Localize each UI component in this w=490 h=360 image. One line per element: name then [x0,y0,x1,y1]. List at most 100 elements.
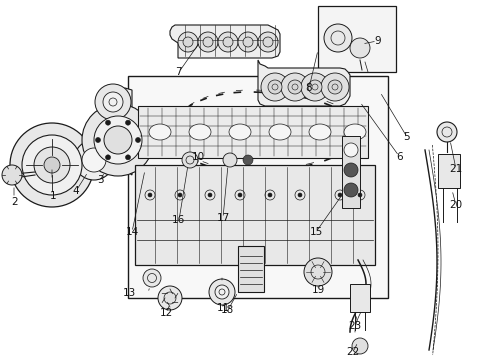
Circle shape [238,32,258,52]
Text: 18: 18 [221,305,235,315]
Ellipse shape [229,124,251,140]
Circle shape [223,37,233,47]
Circle shape [243,37,253,47]
Ellipse shape [344,124,366,140]
Circle shape [324,24,352,52]
Circle shape [94,116,142,164]
Circle shape [308,80,322,94]
Text: 17: 17 [216,213,230,223]
Text: 20: 20 [449,200,462,210]
Ellipse shape [269,124,291,140]
Circle shape [261,73,289,101]
Circle shape [103,92,123,112]
Circle shape [74,140,114,180]
Circle shape [301,73,329,101]
Ellipse shape [309,124,331,140]
Ellipse shape [149,124,171,140]
Text: 7: 7 [175,67,182,77]
Circle shape [104,126,132,154]
Circle shape [268,193,272,197]
Text: 19: 19 [312,285,325,295]
Circle shape [288,80,302,94]
Circle shape [158,286,182,310]
Circle shape [352,338,368,354]
Circle shape [209,279,235,305]
Circle shape [215,285,229,299]
Circle shape [164,292,176,304]
Circle shape [437,122,457,142]
Circle shape [263,37,273,47]
Text: 6: 6 [396,152,403,162]
Circle shape [238,193,242,197]
Circle shape [258,32,278,52]
Circle shape [178,193,182,197]
Circle shape [2,165,22,185]
Text: 21: 21 [449,164,463,174]
Circle shape [105,155,111,160]
Circle shape [82,104,154,176]
Circle shape [95,84,131,120]
Text: 23: 23 [348,321,362,331]
Text: 22: 22 [346,347,360,357]
Circle shape [281,73,309,101]
Polygon shape [170,25,280,58]
Circle shape [125,155,130,160]
Circle shape [350,38,370,58]
Text: 8: 8 [305,83,312,93]
Bar [128,76,388,298]
Circle shape [338,193,342,197]
Text: 12: 12 [160,308,173,318]
Circle shape [321,73,349,101]
Text: 11: 11 [216,303,230,313]
Circle shape [34,147,70,183]
Circle shape [125,120,130,125]
Circle shape [105,120,111,125]
Circle shape [328,80,342,94]
Circle shape [22,135,82,195]
Circle shape [44,157,60,173]
Circle shape [96,138,100,143]
Text: 4: 4 [73,186,79,196]
Text: 16: 16 [172,215,186,225]
Ellipse shape [189,124,211,140]
Circle shape [198,32,218,52]
Circle shape [208,193,212,197]
Bar [238,246,264,292]
Circle shape [298,193,302,197]
Text: 15: 15 [309,227,323,237]
Text: 10: 10 [192,152,205,162]
Circle shape [223,153,237,167]
Circle shape [268,80,282,94]
Text: 13: 13 [123,288,137,298]
Circle shape [304,258,332,286]
Bar [342,136,360,208]
Polygon shape [86,88,132,175]
Circle shape [136,138,141,143]
Text: 3: 3 [97,175,104,185]
Circle shape [143,269,161,287]
Text: 5: 5 [403,132,410,142]
Circle shape [10,123,94,207]
Circle shape [344,163,358,177]
Circle shape [183,37,193,47]
Circle shape [344,183,358,197]
Circle shape [178,32,198,52]
Bar [138,106,368,158]
Circle shape [182,152,198,168]
Circle shape [344,143,358,157]
Circle shape [148,193,152,197]
Polygon shape [258,60,350,106]
Circle shape [243,155,253,165]
Text: 14: 14 [125,227,139,237]
Bar [318,6,396,72]
Circle shape [203,37,213,47]
Text: 1: 1 [49,191,56,201]
Text: 9: 9 [374,36,381,46]
Bar [438,154,460,188]
Circle shape [218,32,238,52]
Text: 2: 2 [11,197,18,207]
Bar [135,165,375,265]
Bar [350,284,370,312]
Circle shape [358,193,362,197]
Circle shape [82,148,106,172]
